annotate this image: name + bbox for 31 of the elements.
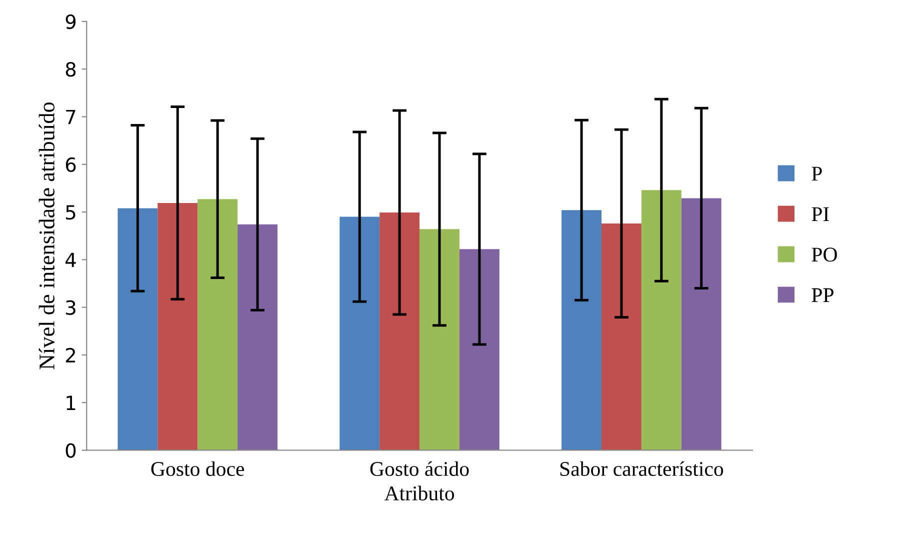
- y-tick-label: 4: [65, 252, 76, 268]
- bar: [238, 224, 278, 450]
- bar: [641, 190, 682, 450]
- legend-label: P: [812, 166, 822, 181]
- bar: [198, 199, 238, 450]
- x-tick-label: Sabor característico: [560, 461, 724, 476]
- bar: [380, 212, 420, 450]
- y-tick-label: 7: [66, 110, 76, 124]
- bar: [118, 208, 158, 450]
- legend-label: PI: [812, 207, 829, 221]
- x-axis-title: Atributo: [384, 486, 454, 500]
- bar: [562, 210, 602, 450]
- y-tick-label: 1: [66, 396, 76, 410]
- y-tick-label: 0: [66, 443, 76, 458]
- x-tick-label: Gosto doce: [151, 461, 244, 476]
- y-tick-label: 3: [66, 300, 76, 315]
- bar: [340, 216, 380, 450]
- x-tick-label: Gosto ácido: [370, 461, 469, 476]
- y-tick-label: 8: [66, 62, 76, 77]
- bar: [420, 229, 460, 450]
- y-tick-label: 2: [66, 348, 75, 362]
- legend-label: PO: [812, 248, 837, 262]
- y-tick-label: 5: [66, 205, 76, 220]
- bar: [459, 249, 500, 450]
- bar: [601, 223, 642, 450]
- bar: [158, 202, 198, 450]
- y-tick-label: 6: [66, 157, 76, 172]
- y-tick-label: 9: [66, 14, 76, 30]
- y-axis-title: Nível de intensidade atribuído: [38, 102, 54, 370]
- legend-label: PP: [812, 288, 834, 302]
- bar: [681, 198, 722, 450]
